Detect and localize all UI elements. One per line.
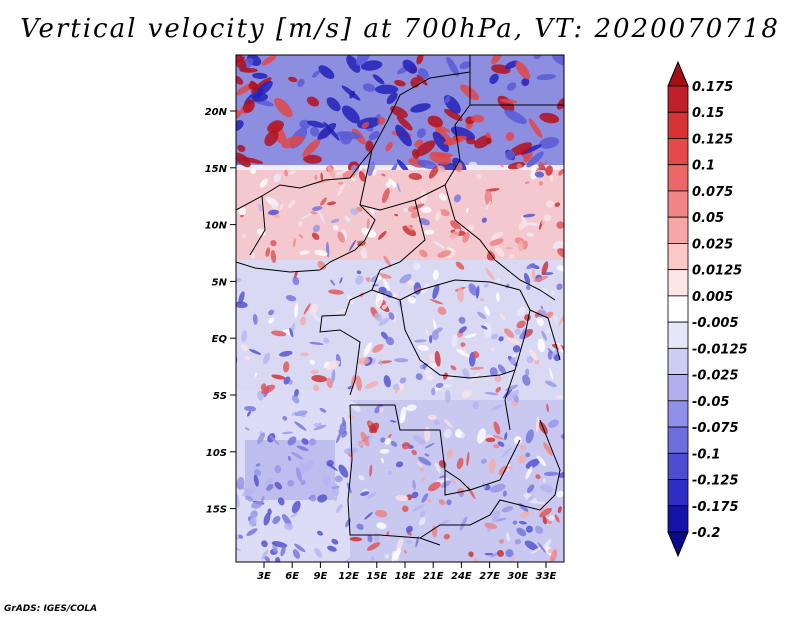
lon-tick-label: 18E — [395, 571, 416, 582]
lon-tick-label: 9E — [314, 571, 328, 582]
colorbar-label: -0.005 — [692, 316, 739, 331]
colorbar-label: -0.2 — [692, 526, 720, 541]
country-borders — [236, 55, 564, 546]
colorbar-swatch — [667, 85, 689, 113]
lon-tick-label: 12E — [338, 571, 359, 582]
colorbar-swatch — [667, 269, 689, 297]
colorbar-swatch — [667, 452, 689, 480]
lon-tick-label: 21E — [423, 571, 444, 582]
lat-tick-label: 20N — [205, 107, 228, 118]
colorbar-label: 0.05 — [692, 211, 724, 226]
lon-tick-label: 33E — [536, 571, 557, 582]
lon-tick-label: 30E — [507, 571, 528, 582]
map-frame — [235, 54, 565, 563]
colorbar-swatch — [667, 164, 689, 192]
colorbar-swatch — [667, 374, 689, 402]
colorbar-swatch — [667, 190, 689, 218]
colorbar-label: -0.0125 — [692, 342, 748, 357]
colorbar-bottom-arrow — [667, 531, 689, 558]
colorbar-label: 0.125 — [692, 132, 733, 147]
lat-tick-label: 10S — [206, 448, 227, 459]
colorbar: 0.175 0.15 0.125 0.1 0.075 0.05 0.025 0.0125 0.0… — [667, 60, 748, 558]
colorbar-label: 0.005 — [692, 290, 733, 305]
colorbar-label: 0.15 — [692, 106, 724, 121]
colorbar-label: 0.025 — [692, 237, 733, 252]
colorbar-swatch — [667, 400, 689, 428]
lat-tick-label: 15S — [206, 505, 227, 516]
lat-tick-label: 15N — [205, 164, 228, 175]
lon-tick-label: 15E — [366, 571, 387, 582]
colorbar-label: -0.05 — [692, 395, 729, 410]
credit-text: GrADS: IGES/COLA — [4, 604, 98, 614]
colorbar-swatch — [667, 111, 689, 139]
colorbar-swatch — [667, 505, 689, 533]
colorbar-swatch — [667, 138, 689, 166]
colorbar-label: 0.0125 — [692, 264, 742, 279]
colorbar-label: -0.075 — [692, 421, 739, 436]
colorbar-label: 0.175 — [692, 80, 733, 95]
lat-tick-label: 5S — [213, 391, 227, 402]
lat-tick-label: EQ — [212, 334, 228, 345]
latitude-axis: 20N 15N 10N 5N EQ 5S 10S 15S — [205, 107, 236, 516]
colorbar-swatch — [667, 479, 689, 507]
colorbar-top-arrow — [667, 60, 689, 87]
colorbar-label: -0.025 — [692, 369, 739, 384]
lon-tick-label: 3E — [257, 571, 271, 582]
velocity-field — [236, 55, 564, 562]
colorbar-label: 0.1 — [692, 159, 715, 174]
colorbar-label: -0.175 — [692, 500, 739, 515]
lat-tick-label: 10N — [205, 221, 228, 232]
colorbar-swatch — [667, 426, 689, 454]
longitude-axis: 3E 6E 9E 12E 15E 18E 21E 24E 27E 30E 33E — [257, 562, 557, 582]
colorbar-label: 0.075 — [692, 185, 733, 200]
lat-tick-label: 5N — [212, 277, 228, 288]
colorbar-swatch — [667, 216, 689, 244]
colorbar-swatch — [667, 295, 689, 323]
colorbar-swatch — [667, 321, 689, 349]
colorbar-label: -0.125 — [692, 474, 739, 489]
lon-tick-label: 6E — [285, 571, 299, 582]
colorbar-swatch — [667, 347, 689, 375]
map-title: Vertical velocity [m/s] at 700hPa, VT: 2… — [20, 14, 780, 44]
colorbar-swatch — [667, 243, 689, 271]
lon-tick-label: 24E — [451, 571, 472, 582]
lon-tick-label: 27E — [479, 571, 500, 582]
colorbar-label: -0.1 — [692, 447, 720, 462]
